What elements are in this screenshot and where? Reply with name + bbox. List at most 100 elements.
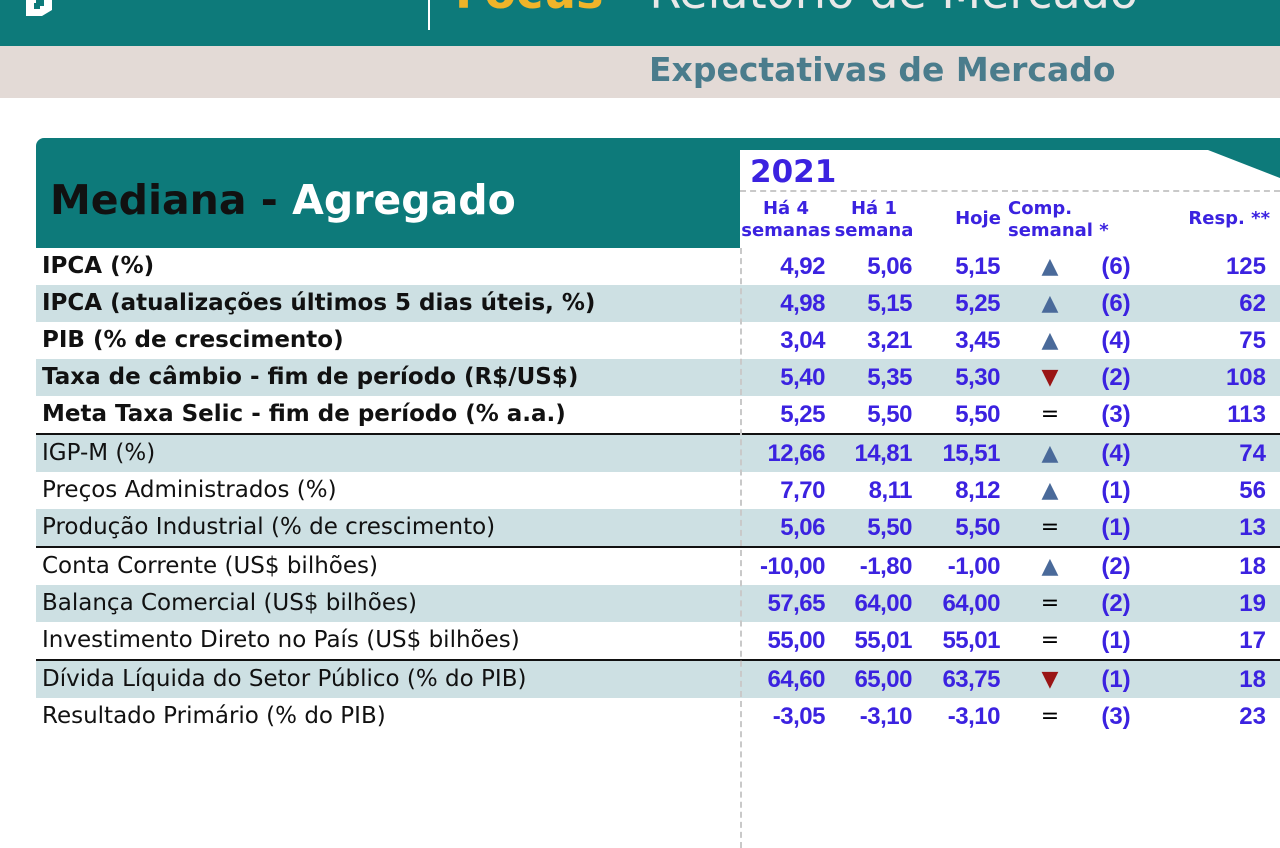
- value-today: 55,01: [942, 627, 1000, 654]
- col-header-1-week-line1: Há 1: [850, 198, 897, 219]
- down-triangle-icon: ▼: [1041, 365, 1059, 390]
- table-row: Conta Corrente (US$ bilhões) -10,00 -1,80 -…: [36, 546, 1280, 585]
- weekly-comp-count: (3): [1101, 401, 1131, 428]
- value-4-weeks: 5,25: [780, 401, 825, 428]
- weekly-comp-count: (4): [1101, 327, 1131, 354]
- year-column-divider: [740, 248, 742, 848]
- row-label: IPCA (atualizações últimos 5 dias úteis,…: [42, 290, 596, 316]
- table-row: Preços Administrados (%) 7,70 8,11 8,12 ▲ (1)…: [36, 472, 1280, 509]
- table-title-dark: Mediana -: [50, 176, 293, 224]
- equal-icon: =: [1040, 515, 1060, 540]
- table-body: IPCA (%) 4,92 5,06 5,15 ▲ (6) 125 IPCA (atualiz…: [36, 248, 1280, 735]
- value-today: 5,30: [955, 364, 1000, 391]
- table-row: Balança Comercial (US$ bilhões) 57,65 64,0…: [36, 585, 1280, 622]
- row-label: Produção Industrial (% de crescimento): [42, 514, 496, 540]
- equal-icon: =: [1040, 704, 1060, 729]
- col-header-weekly-comp: Comp. semanal *: [1008, 198, 1109, 242]
- value-today: 64,00: [942, 590, 1000, 617]
- value-today: 5,15: [955, 253, 1000, 280]
- up-triangle-icon: ▲: [1041, 254, 1059, 279]
- value-1-week: 64,00: [854, 590, 912, 617]
- respondents-count: 23: [1239, 703, 1266, 730]
- col-header-1-week-line2: semana: [834, 220, 914, 241]
- respondents-count: 62: [1239, 290, 1266, 317]
- value-today: 15,51: [942, 440, 1000, 467]
- row-label: Meta Taxa Selic - fim de período (% a.a.…: [42, 401, 566, 427]
- col-header-today: Hoje: [955, 208, 1001, 229]
- expectations-table: Mediana - Agregado 2021 Há 4 semanas Há …: [36, 138, 1280, 848]
- value-4-weeks: 4,98: [780, 290, 825, 317]
- respondents-count: 18: [1239, 666, 1266, 693]
- weekly-comp-count: (1): [1101, 514, 1131, 541]
- row-label: Preços Administrados (%): [42, 477, 337, 503]
- weekly-comp-count: (3): [1101, 703, 1131, 730]
- value-4-weeks: 5,40: [780, 364, 825, 391]
- value-4-weeks: 12,66: [767, 440, 825, 467]
- respondents-count: 108: [1225, 364, 1266, 391]
- down-triangle-icon: ▼: [1041, 667, 1059, 692]
- row-label: Conta Corrente (US$ bilhões): [42, 553, 378, 579]
- value-4-weeks: 7,70: [780, 477, 825, 504]
- up-triangle-icon: ▲: [1041, 478, 1059, 503]
- col-header-4-weeks-line1: Há 4: [762, 198, 809, 219]
- equal-icon: =: [1040, 591, 1060, 616]
- value-today: -1,00: [947, 553, 1001, 580]
- respondents-count: 13: [1239, 514, 1266, 541]
- value-4-weeks: -10,00: [759, 553, 826, 580]
- value-today: 3,45: [955, 327, 1000, 354]
- col-header-4-weeks: Há 4 semanas: [740, 198, 832, 242]
- year-divider: [740, 190, 1280, 192]
- equal-icon: =: [1040, 402, 1060, 427]
- table-header: Mediana - Agregado 2021 Há 4 semanas Há …: [36, 138, 1280, 248]
- row-label: Dívida Líquida do Setor Público (% do PI…: [42, 666, 527, 692]
- value-1-week: 55,01: [854, 627, 912, 654]
- value-today: 5,50: [955, 401, 1000, 428]
- value-1-week: -3,10: [859, 703, 913, 730]
- row-label: Resultado Primário (% do PIB): [42, 703, 386, 729]
- weekly-comp-count: (2): [1101, 590, 1131, 617]
- up-triangle-icon: ▲: [1041, 554, 1059, 579]
- value-today: 63,75: [942, 666, 1000, 693]
- value-4-weeks: 64,60: [767, 666, 825, 693]
- table-row: PIB (% de crescimento) 3,04 3,21 3,45 ▲ (4) 75: [36, 322, 1280, 359]
- col-header-resp: Resp. **: [1188, 208, 1270, 229]
- table-row: IPCA (%) 4,92 5,06 5,15 ▲ (6) 125: [36, 248, 1280, 285]
- respondents-count: 75: [1239, 327, 1266, 354]
- logo-area: [0, 0, 402, 46]
- value-1-week: 5,35: [867, 364, 912, 391]
- value-4-weeks: 55,00: [767, 627, 825, 654]
- value-1-week: 5,50: [867, 514, 912, 541]
- up-triangle-icon: ▲: [1041, 328, 1059, 353]
- value-4-weeks: 3,04: [780, 327, 825, 354]
- value-today: 5,50: [955, 514, 1000, 541]
- weekly-comp-count: (6): [1101, 253, 1131, 280]
- row-label: IGP-M (%): [42, 440, 156, 466]
- weekly-comp-count: (1): [1101, 666, 1131, 693]
- weekly-comp-count: (2): [1101, 364, 1131, 391]
- respondents-count: 113: [1227, 401, 1266, 428]
- table-row: Investimento Direto no País (US$ bilhões…: [36, 622, 1280, 659]
- value-4-weeks: 5,06: [780, 514, 825, 541]
- table-row: Taxa de câmbio - fim de período (R$/US$)…: [36, 359, 1280, 396]
- row-label: Taxa de câmbio - fim de período (R$/US$): [42, 364, 579, 390]
- value-4-weeks: 4,92: [780, 253, 825, 280]
- weekly-comp-count: (1): [1101, 477, 1131, 504]
- respondents-count: 74: [1239, 440, 1266, 467]
- year-label: 2021: [750, 154, 837, 190]
- value-4-weeks: -3,05: [772, 703, 826, 730]
- row-label: Balança Comercial (US$ bilhões): [42, 590, 417, 616]
- table-title: Mediana - Agregado: [50, 172, 516, 228]
- value-1-week: 8,11: [868, 477, 913, 504]
- up-triangle-icon: ▲: [1041, 291, 1059, 316]
- respondents-count: 18: [1239, 553, 1266, 580]
- up-triangle-icon: ▲: [1041, 441, 1059, 466]
- value-1-week: 14,81: [854, 440, 912, 467]
- col-header-4-weeks-line2: semanas: [741, 220, 831, 241]
- col-header-weekly-comp-line1: Comp.: [1008, 198, 1073, 219]
- year-panel: 2021 Há 4 semanas Há 1 semana Hoje Comp.…: [740, 150, 1280, 248]
- value-1-week: 5,15: [867, 290, 912, 317]
- value-1-week: 5,06: [867, 253, 912, 280]
- report-title-rest: - Relatório de Mercado: [604, 0, 1138, 19]
- value-today: 5,25: [955, 290, 1000, 317]
- row-label: PIB (% de crescimento): [42, 327, 344, 353]
